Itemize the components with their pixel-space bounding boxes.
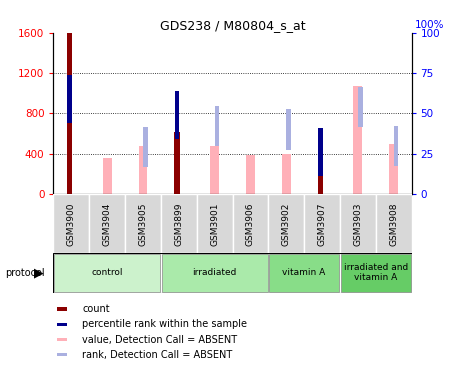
Text: GSM3902: GSM3902 [282, 203, 291, 246]
Bar [103, 158, 112, 194]
Bar [358, 87, 363, 127]
Bar [162, 254, 267, 292]
Bar [376, 194, 412, 253]
Bar [57, 307, 66, 310]
Bar [125, 194, 161, 253]
Text: irradiated and
vitamin A: irradiated and vitamin A [344, 263, 408, 283]
Text: GSM3905: GSM3905 [139, 203, 147, 246]
Bar [53, 194, 89, 253]
Bar [232, 194, 268, 253]
Text: percentile rank within the sample: percentile rank within the sample [82, 319, 247, 329]
Bar [353, 86, 362, 194]
Text: value, Detection Call = ABSENT: value, Detection Call = ABSENT [82, 335, 237, 344]
Text: ▶: ▶ [33, 266, 43, 279]
Bar [139, 146, 147, 194]
Text: GSM3899: GSM3899 [174, 203, 183, 246]
Bar [268, 194, 304, 253]
Bar [341, 254, 411, 292]
Bar [286, 109, 291, 150]
Bar [67, 33, 72, 194]
Bar [394, 126, 399, 166]
Bar [318, 149, 323, 194]
Bar [318, 128, 323, 176]
Bar [304, 194, 340, 253]
Bar [57, 323, 66, 326]
Bar [215, 106, 219, 146]
Text: protocol: protocol [5, 268, 44, 278]
Bar [197, 194, 232, 253]
Bar [57, 353, 66, 356]
Bar [389, 144, 398, 194]
Text: GSM3901: GSM3901 [210, 203, 219, 246]
Text: count: count [82, 304, 110, 314]
Bar [54, 254, 160, 292]
Bar [89, 194, 125, 253]
Text: GSM3903: GSM3903 [353, 203, 362, 246]
Text: rank, Detection Call = ABSENT: rank, Detection Call = ABSENT [82, 350, 232, 360]
Bar [246, 155, 255, 194]
Bar [161, 194, 197, 253]
Bar [175, 91, 179, 139]
Bar [67, 75, 72, 123]
Bar [210, 146, 219, 194]
Text: irradiated: irradiated [193, 268, 237, 277]
Text: GSM3900: GSM3900 [67, 203, 76, 246]
Text: GSM3908: GSM3908 [389, 203, 398, 246]
Text: GSM3907: GSM3907 [318, 203, 326, 246]
Text: control: control [92, 268, 123, 277]
Title: GDS238 / M80804_s_at: GDS238 / M80804_s_at [159, 19, 306, 32]
Text: vitamin A: vitamin A [282, 268, 326, 277]
Text: 100%: 100% [415, 20, 445, 30]
Bar [340, 194, 376, 253]
Bar [282, 154, 291, 194]
Bar [57, 338, 66, 341]
Bar [174, 132, 179, 194]
Bar [143, 127, 148, 167]
Text: GSM3904: GSM3904 [103, 203, 112, 246]
Text: GSM3906: GSM3906 [246, 203, 255, 246]
Bar [269, 254, 339, 292]
